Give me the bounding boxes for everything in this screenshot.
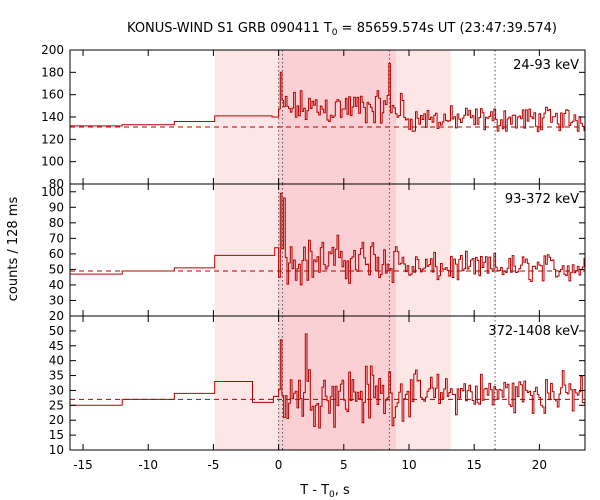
y-tick-label: 40 [49, 278, 64, 292]
y-tick-label: 80 [49, 177, 64, 191]
y-tick-label: 180 [41, 65, 64, 79]
chart-title: KONUS-WIND S1 GRB 090411 T0 = 85659.574s… [127, 21, 557, 38]
x-tick-label: 10 [401, 458, 416, 472]
x-tick-label: 5 [340, 458, 348, 472]
energy-band-label: 24-93 keV [513, 58, 579, 73]
y-tick-label: 140 [41, 110, 64, 124]
count-rate-curve [70, 192, 585, 286]
y-tick-label: 90 [49, 200, 64, 214]
y-tick-label: 70 [49, 231, 64, 245]
y-tick-label: 160 [41, 88, 64, 102]
x-tick-label: 15 [467, 458, 482, 472]
y-tick-label: 120 [41, 132, 64, 146]
count-rate-curve [70, 62, 585, 133]
x-tick-label: -10 [138, 458, 158, 472]
y-tick-label: 100 [41, 185, 64, 199]
y-tick-label: 45 [49, 339, 64, 353]
energy-band-label: 93-372 keV [505, 192, 579, 207]
panel-1: 80 100 120 140 160 180 200 24-93 keV [41, 43, 586, 191]
y-tick-label: 35 [49, 369, 64, 383]
count-rate-curve [70, 333, 585, 429]
y-tick-label: 200 [41, 43, 64, 57]
y-tick-label: 20 [49, 413, 64, 427]
y-tick-label: 80 [49, 216, 64, 230]
x-tick-label: -15 [73, 458, 93, 472]
y-tick-label: 15 [49, 428, 64, 442]
x-tick-label: 20 [532, 458, 547, 472]
y-axis-label: counts / 128 ms [6, 197, 21, 302]
y-tick-label: 20 [49, 309, 64, 323]
x-tick-label: -5 [207, 458, 219, 472]
x-tick-label: 0 [275, 458, 283, 472]
y-tick-label: 10 [49, 443, 64, 457]
x-axis-label: T - T0, s [299, 483, 350, 500]
shaded-interval-mid [278, 50, 396, 184]
panel-frame [69, 315, 586, 451]
y-tick-label: 30 [49, 383, 64, 397]
y-tick-label: 60 [49, 247, 64, 261]
y-tick-label: 50 [49, 324, 64, 338]
y-tick-label: 100 [41, 155, 64, 169]
y-tick-label: 25 [49, 398, 64, 412]
y-tick-label: 40 [49, 354, 64, 368]
shaded-interval-mid [278, 184, 396, 316]
y-tick-label: 50 [49, 262, 64, 276]
y-tick-label: 30 [49, 293, 64, 307]
energy-band-label: 372-1408 keV [488, 324, 579, 339]
